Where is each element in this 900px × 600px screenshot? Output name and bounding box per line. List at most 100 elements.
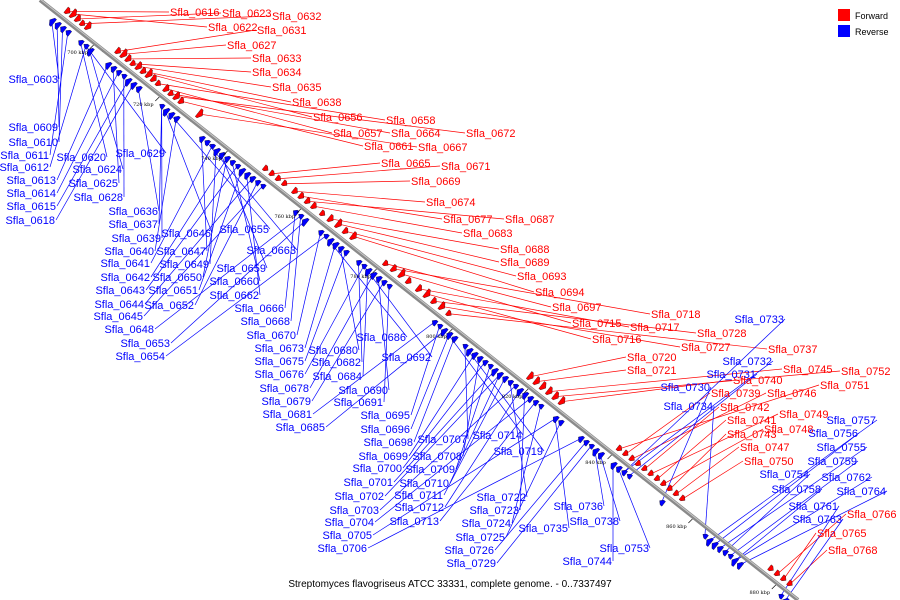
reverse-gene-label[interactable]: Sfla_0709 <box>405 464 455 476</box>
reverse-gene-label[interactable]: Sfla_0642 <box>100 272 150 284</box>
forward-gene-label[interactable]: Sfla_0687 <box>505 214 555 226</box>
reverse-gene-label[interactable]: Sfla_0676 <box>254 369 304 381</box>
reverse-gene-label[interactable]: Sfla_0652 <box>144 300 194 312</box>
reverse-gene-label[interactable]: Sfla_0763 <box>792 514 842 526</box>
forward-gene-label[interactable]: Sfla_0766 <box>847 509 897 521</box>
reverse-gene-label[interactable]: Sfla_0722 <box>476 492 526 504</box>
reverse-gene-label[interactable]: Sfla_0679 <box>261 396 311 408</box>
forward-gene-label[interactable]: Sfla_0727 <box>681 342 731 354</box>
forward-gene-label[interactable]: Sfla_0671 <box>441 161 491 173</box>
reverse-gene-label[interactable]: Sfla_0757 <box>826 415 876 427</box>
reverse-gene-label[interactable]: Sfla_0723 <box>469 505 519 517</box>
reverse-gene-label[interactable]: Sfla_0611 <box>0 150 49 162</box>
forward-gene-label[interactable]: Sfla_0634 <box>252 67 302 79</box>
reverse-gene-label[interactable]: Sfla_0701 <box>343 477 393 489</box>
forward-gene-label[interactable]: Sfla_0720 <box>627 352 677 364</box>
reverse-gene-label[interactable]: Sfla_0603 <box>8 74 58 86</box>
reverse-gene-label[interactable]: Sfla_0759 <box>807 456 857 468</box>
forward-gene-label[interactable]: Sfla_0627 <box>227 40 277 52</box>
reverse-gene-label[interactable]: Sfla_0758 <box>771 484 821 496</box>
forward-gene-label[interactable]: Sfla_0688 <box>500 244 550 256</box>
reverse-gene-label[interactable]: Sfla_0668 <box>240 316 290 328</box>
reverse-gene-label[interactable]: Sfla_0651 <box>148 285 198 297</box>
forward-gene-label[interactable]: Sfla_0750 <box>744 456 794 468</box>
reverse-gene-label[interactable]: Sfla_0655 <box>219 224 269 236</box>
forward-gene-label[interactable]: Sfla_0746 <box>767 388 817 400</box>
reverse-gene-label[interactable]: Sfla_0719 <box>493 446 543 458</box>
forward-gene-label[interactable]: Sfla_0748 <box>764 424 814 436</box>
reverse-gene-label[interactable]: Sfla_0729 <box>446 558 496 570</box>
reverse-gene-label[interactable]: Sfla_0762 <box>821 472 871 484</box>
reverse-gene-label[interactable]: Sfla_0613 <box>6 175 56 187</box>
forward-gene-label[interactable]: Sfla_0694 <box>535 287 585 299</box>
reverse-gene-label[interactable]: Sfla_0666 <box>234 303 284 315</box>
reverse-gene-label[interactable]: Sfla_0612 <box>0 162 49 174</box>
forward-gene-label[interactable]: Sfla_0743 <box>727 429 777 441</box>
reverse-gene-label[interactable]: Sfla_0650 <box>152 272 202 284</box>
forward-gene-label[interactable]: Sfla_0631 <box>257 25 307 37</box>
reverse-gene-label[interactable]: Sfla_0639 <box>111 233 161 245</box>
reverse-gene-label[interactable]: Sfla_0660 <box>209 276 259 288</box>
reverse-gene-label[interactable]: Sfla_0681 <box>262 409 312 421</box>
forward-gene-label[interactable]: Sfla_0656 <box>313 112 363 124</box>
reverse-gene-label[interactable]: Sfla_0706 <box>317 543 367 555</box>
reverse-gene-label[interactable]: Sfla_0756 <box>808 428 858 440</box>
forward-gene-label[interactable]: Sfla_0689 <box>500 257 550 269</box>
reverse-gene-label[interactable]: Sfla_0733 <box>734 314 784 326</box>
forward-gene-label[interactable]: Sfla_0721 <box>627 365 677 377</box>
reverse-gene-label[interactable]: Sfla_0700 <box>352 463 402 475</box>
forward-gene-label[interactable]: Sfla_0768 <box>828 545 878 557</box>
forward-gene-label[interactable]: Sfla_0740 <box>733 375 783 387</box>
forward-gene-label[interactable]: Sfla_0616 <box>170 7 220 19</box>
reverse-gene-label[interactable]: Sfla_0670 <box>246 330 296 342</box>
reverse-gene-label[interactable]: Sfla_0735 <box>518 523 568 535</box>
forward-gene-label[interactable]: Sfla_0717 <box>630 322 680 334</box>
reverse-gene-label[interactable]: Sfla_0678 <box>259 383 309 395</box>
reverse-gene-label[interactable]: Sfla_0673 <box>254 343 304 355</box>
reverse-gene-label[interactable]: Sfla_0625 <box>68 178 118 190</box>
reverse-gene-label[interactable]: Sfla_0624 <box>72 164 122 176</box>
forward-gene-label[interactable]: Sfla_0751 <box>820 380 870 392</box>
forward-gene-label[interactable]: Sfla_0749 <box>779 409 829 421</box>
reverse-gene-label[interactable]: Sfla_0641 <box>100 258 150 270</box>
forward-gene-label[interactable]: Sfla_0657 <box>333 128 383 140</box>
reverse-gene-label[interactable]: Sfla_0614 <box>6 188 56 200</box>
reverse-gene-label[interactable]: Sfla_0649 <box>159 259 209 271</box>
reverse-gene-label[interactable]: Sfla_0653 <box>120 338 170 350</box>
forward-gene-label[interactable]: Sfla_0638 <box>292 97 342 109</box>
forward-gene-label[interactable]: Sfla_0664 <box>391 128 441 140</box>
forward-gene-label[interactable]: Sfla_0728 <box>697 328 747 340</box>
forward-gene-label[interactable]: Sfla_0667 <box>418 142 468 154</box>
reverse-gene-label[interactable]: Sfla_0654 <box>115 351 165 363</box>
reverse-gene-label[interactable]: Sfla_0620 <box>56 152 106 164</box>
forward-gene-label[interactable]: Sfla_0737 <box>768 344 818 356</box>
reverse-gene-label[interactable]: Sfla_0644 <box>94 299 144 311</box>
forward-gene-label[interactable]: Sfla_0693 <box>517 271 567 283</box>
forward-gene-label[interactable]: Sfla_0674 <box>426 197 476 209</box>
reverse-gene-label[interactable]: Sfla_0698 <box>363 437 413 449</box>
reverse-gene-label[interactable]: Sfla_0764 <box>836 486 886 498</box>
forward-gene-label[interactable]: Sfla_0716 <box>592 334 642 346</box>
reverse-gene-label[interactable]: Sfla_0690 <box>338 385 388 397</box>
reverse-gene-label[interactable]: Sfla_0696 <box>360 424 410 436</box>
reverse-gene-label[interactable]: Sfla_0692 <box>381 352 431 364</box>
reverse-gene-label[interactable]: Sfla_0732 <box>722 356 772 368</box>
forward-gene-label[interactable]: Sfla_0669 <box>411 176 461 188</box>
reverse-gene-label[interactable]: Sfla_0703 <box>329 505 379 517</box>
reverse-gene-label[interactable]: Sfla_0736 <box>553 501 603 513</box>
reverse-gene-label[interactable]: Sfla_0738 <box>569 516 619 528</box>
reverse-gene-label[interactable]: Sfla_0730 <box>660 382 710 394</box>
forward-gene-label[interactable]: Sfla_0739 <box>711 388 761 400</box>
forward-gene-label[interactable]: Sfla_0672 <box>466 128 516 140</box>
reverse-gene-label[interactable]: Sfla_0682 <box>311 357 361 369</box>
forward-gene-label[interactable]: Sfla_0633 <box>252 53 302 65</box>
forward-gene-label[interactable]: Sfla_0623 <box>222 8 272 20</box>
reverse-gene-label[interactable]: Sfla_0618 <box>5 215 55 227</box>
reverse-gene-label[interactable]: Sfla_0726 <box>444 545 494 557</box>
forward-gene-label[interactable]: Sfla_0752 <box>841 366 891 378</box>
reverse-gene-label[interactable]: Sfla_0636 <box>108 206 158 218</box>
reverse-gene-label[interactable]: Sfla_0691 <box>333 397 383 409</box>
reverse-gene-label[interactable]: Sfla_0659 <box>216 263 266 275</box>
forward-gene-label[interactable]: Sfla_0697 <box>552 302 602 314</box>
reverse-gene-label[interactable]: Sfla_0684 <box>312 371 362 383</box>
